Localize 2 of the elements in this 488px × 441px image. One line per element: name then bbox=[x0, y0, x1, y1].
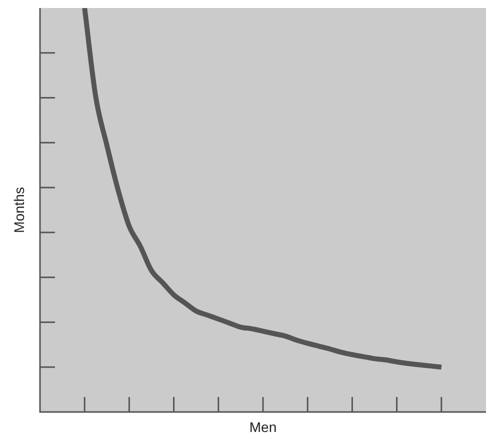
y-axis-title: Months bbox=[10, 187, 27, 233]
x-axis-title: Men bbox=[249, 418, 277, 435]
